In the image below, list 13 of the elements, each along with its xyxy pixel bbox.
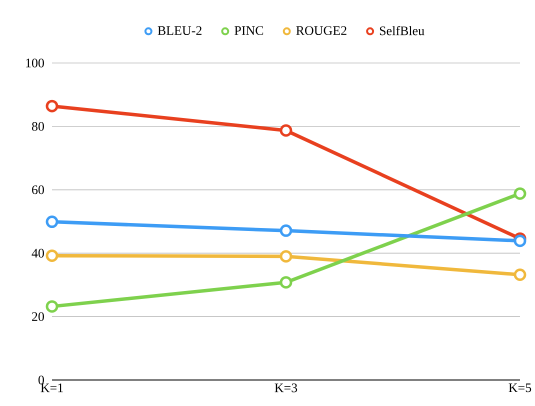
y-tick-label: 80 [32,122,44,131]
y-tick-label: 100 [26,58,44,68]
y-tick-label: 20 [32,312,44,321]
y-tick-label: 40 [32,248,44,258]
legend-label: PINC [234,26,264,35]
legend-label: ROUGE2 [296,26,346,35]
y-tick-label: 0 [38,376,44,384]
x-tick-label: K=1 [40,384,63,392]
y-tick-label: 60 [32,185,44,194]
legend-label: SelfBleu [380,26,424,36]
x-tick-label: K=3 [274,384,298,392]
x-tick-label: K=5 [508,384,532,392]
legend-label: BLEU-2 [158,26,202,35]
